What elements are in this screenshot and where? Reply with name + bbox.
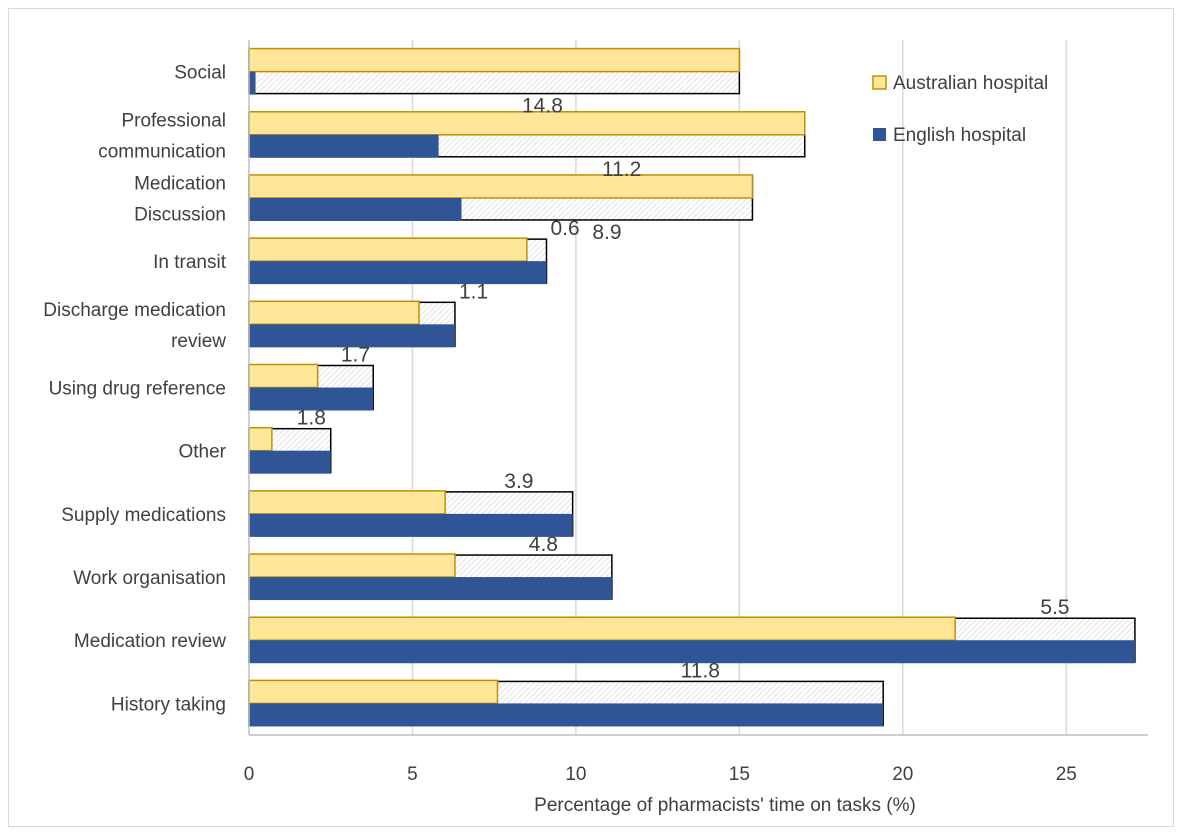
- x-tick-label: 5: [407, 764, 418, 785]
- bar-australian: [248, 553, 456, 578]
- difference-label: 4.8: [529, 533, 558, 556]
- difference-label: 11.8: [681, 659, 720, 682]
- difference-label: 14.8: [522, 95, 563, 118]
- bar-english: [249, 261, 547, 285]
- difference-labels: 14.8 11.2 8.9 0.6 1.1 1.7 1.8 3.9 4.8 5.5 11.8: [297, 95, 1070, 683]
- category-label: History taking: [111, 694, 226, 715]
- x-tick-label: 25: [1056, 764, 1077, 785]
- category-labels: Social Professional communication Medicati…: [43, 63, 226, 716]
- difference-label: 1.1: [459, 280, 488, 303]
- bar-english: [249, 71, 256, 95]
- chart-frame: [8, 8, 1174, 827]
- category-label: Discharge medication: [43, 300, 226, 321]
- category-label: Using drug reference: [49, 379, 226, 400]
- bar-australian: [248, 490, 446, 515]
- difference-label: 3.9: [504, 470, 533, 493]
- difference-label: 8.9: [592, 221, 621, 244]
- bar-australian: [248, 616, 956, 641]
- bar-australian: [248, 679, 499, 705]
- category-label: Medication review: [74, 631, 226, 652]
- x-tick-label: 10: [565, 764, 586, 785]
- category-label: Other: [178, 442, 226, 463]
- difference-label: 5.5: [1040, 596, 1069, 619]
- bar-english: [249, 640, 1135, 664]
- difference-label: 11.2: [602, 158, 641, 181]
- category-label: Social: [174, 63, 226, 84]
- bar-english: [249, 324, 455, 348]
- category-label: Supply medications: [61, 505, 226, 526]
- bar-english: [249, 197, 462, 221]
- bar-english: [249, 703, 884, 727]
- bar-australian: [248, 174, 754, 199]
- bar-english: [249, 513, 573, 537]
- x-tick-label: 0: [244, 764, 255, 785]
- bar-english: [249, 134, 439, 158]
- category-label: communication: [98, 141, 226, 162]
- legend: Australian hospital English hospital: [872, 73, 1048, 146]
- category-label: Medication: [134, 173, 226, 194]
- bar-australian: [248, 237, 528, 262]
- bar-australian: [248, 426, 273, 452]
- difference-label: 1.7: [341, 344, 370, 367]
- category-label: review: [171, 331, 226, 352]
- legend-swatch-australian: [872, 75, 887, 90]
- difference-label: 1.8: [297, 407, 326, 430]
- legend-label-english: English hospital: [893, 125, 1026, 146]
- category-label: Work organisation: [73, 568, 226, 589]
- x-tick-label: 15: [729, 764, 750, 785]
- legend-label-australian: Australian hospital: [893, 73, 1048, 94]
- legend-swatch-english: [873, 128, 886, 141]
- bar-english: [249, 577, 612, 601]
- bar-english: [249, 387, 374, 411]
- bar-australian: [248, 300, 420, 326]
- x-axis-title: Percentage of pharmacists' time on tasks…: [534, 795, 916, 816]
- x-tick-label: 20: [892, 764, 913, 785]
- difference-label: 0.6: [550, 217, 579, 240]
- category-label: Discussion: [134, 204, 226, 225]
- category-label: Professional: [121, 110, 226, 131]
- category-label: In transit: [153, 252, 227, 273]
- bars: [248, 47, 1136, 727]
- bar-english: [249, 450, 331, 474]
- tick-labels: 0 5 10 15 20 25: [244, 764, 1077, 785]
- bar-australian: [248, 363, 319, 389]
- bar-australian: [248, 47, 741, 73]
- axes: [248, 40, 1148, 736]
